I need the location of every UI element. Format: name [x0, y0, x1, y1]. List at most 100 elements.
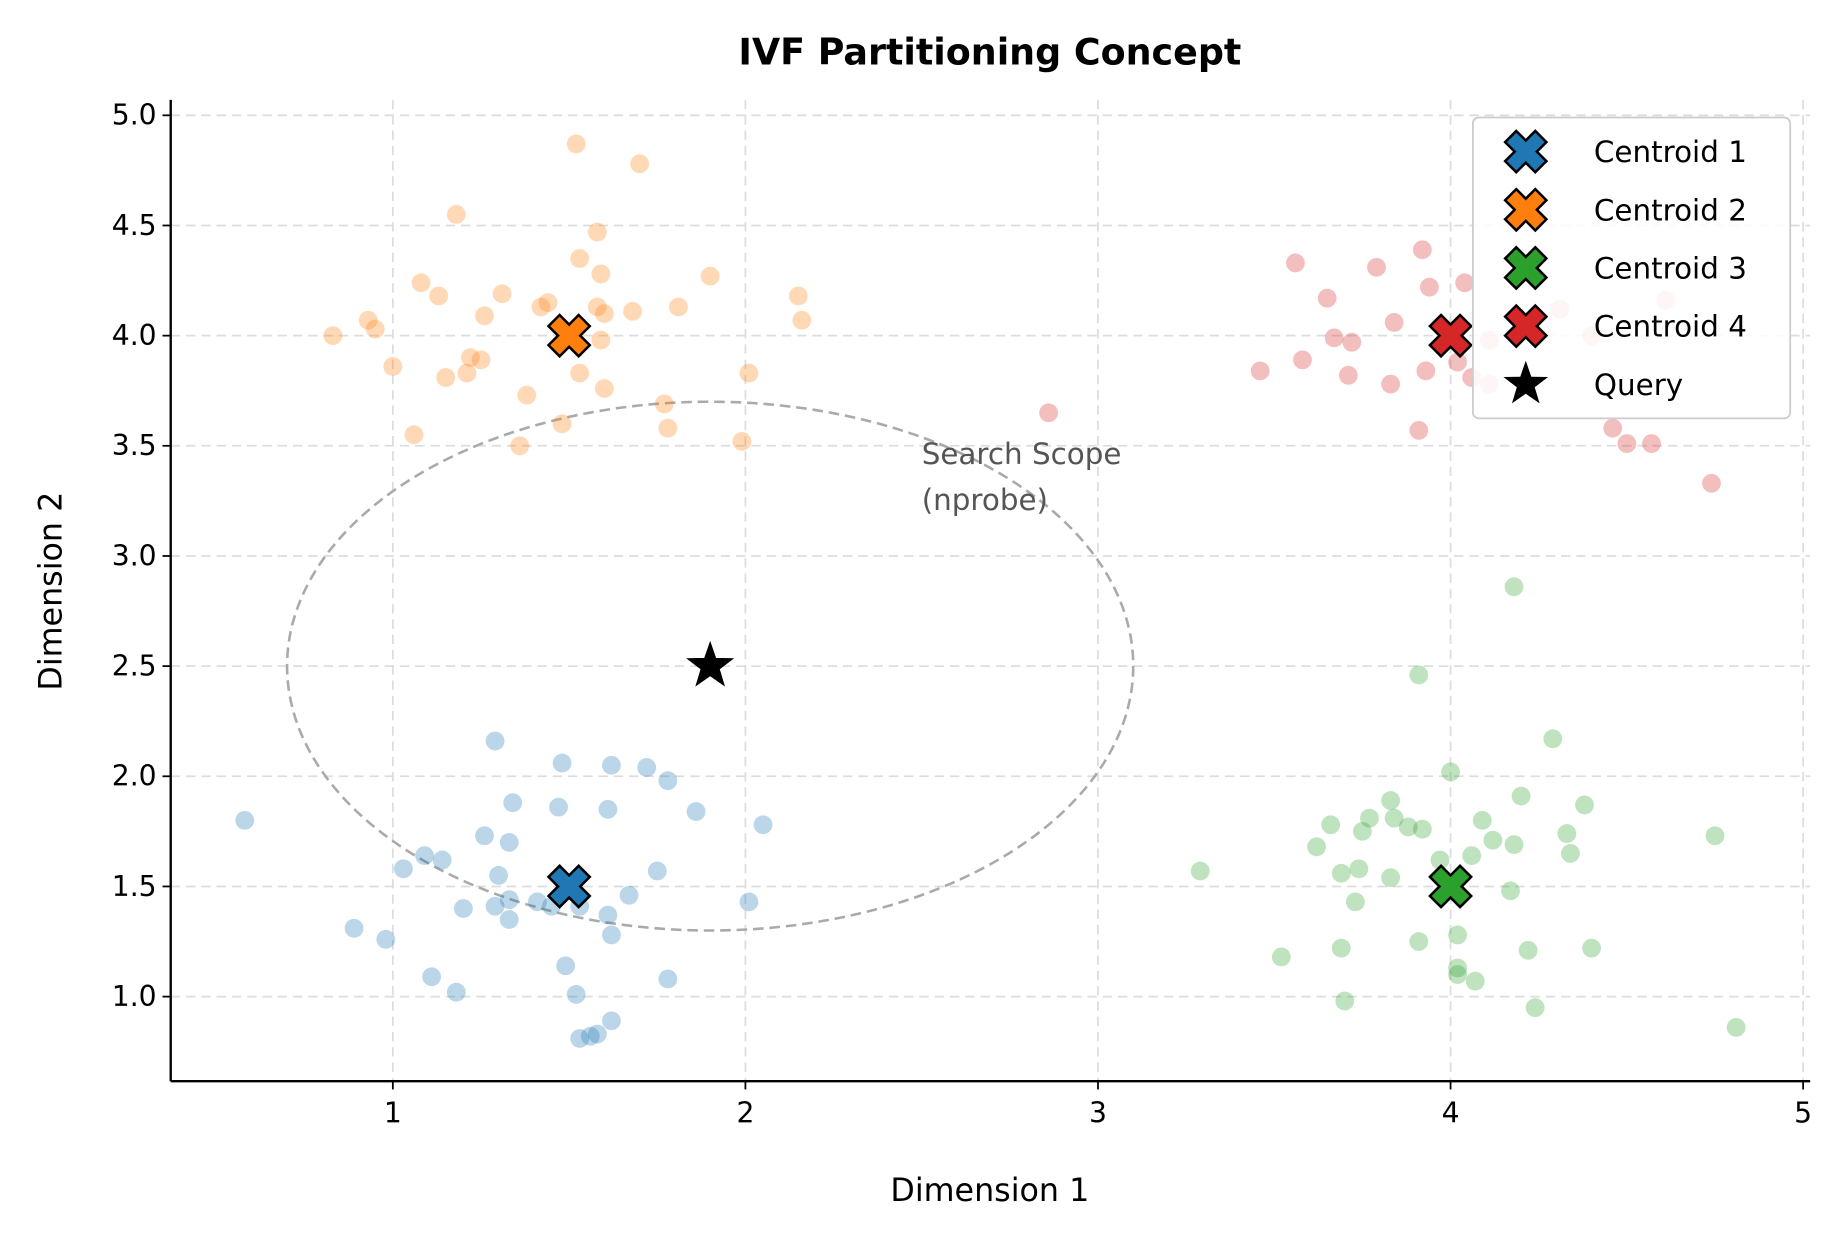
centroid-markers	[546, 313, 1473, 909]
legend-label: Centroid 4	[1594, 310, 1747, 344]
data-point	[753, 815, 773, 835]
y-tick-label: 5.0	[112, 99, 157, 132]
data-point	[630, 154, 650, 174]
data-point	[499, 832, 519, 852]
data-point	[485, 896, 505, 916]
data-point	[461, 348, 480, 368]
x-axis-label: Dimension 1	[890, 1173, 1089, 1209]
data-point	[700, 266, 720, 286]
data-point	[602, 755, 621, 775]
data-point	[1504, 577, 1524, 597]
data-point	[457, 363, 477, 383]
y-tick-label: 4.5	[112, 209, 157, 242]
data-point	[658, 969, 678, 989]
data-point	[1331, 938, 1351, 958]
data-point	[566, 134, 586, 154]
data-point	[739, 363, 759, 383]
data-point	[594, 304, 614, 324]
y-tick-label: 2.5	[112, 650, 157, 683]
data-point	[1293, 350, 1312, 370]
data-point	[1349, 859, 1369, 879]
data-point	[570, 249, 590, 268]
data-point	[1603, 418, 1623, 438]
legend-box	[1472, 116, 1792, 420]
data-point	[658, 418, 678, 438]
annotation-line1: Search Scope	[922, 437, 1122, 471]
legend-x-icon	[1503, 303, 1549, 349]
data-point	[475, 306, 494, 326]
data-point	[1367, 257, 1386, 277]
data-point	[1271, 947, 1291, 967]
data-point	[485, 731, 505, 751]
data-point	[415, 846, 434, 866]
data-point	[587, 1024, 607, 1044]
data-point	[570, 363, 590, 383]
data-point	[570, 1029, 590, 1048]
chart-title: IVF Partitioning Concept	[738, 31, 1241, 74]
y-tick-label: 4.0	[112, 319, 157, 352]
data-point	[1317, 288, 1337, 308]
data-point	[1338, 365, 1358, 385]
data-point	[1448, 965, 1468, 984]
x-tick-label: 4	[1442, 1096, 1460, 1129]
data-point	[394, 859, 413, 879]
data-point	[432, 850, 452, 870]
data-point	[792, 310, 812, 330]
centroid-marker	[1428, 864, 1473, 909]
data-point	[1501, 881, 1520, 901]
data-point	[1416, 361, 1436, 381]
data-point	[475, 826, 494, 846]
y-tick-label: 1.5	[112, 870, 157, 903]
data-point	[658, 771, 678, 791]
data-point	[1441, 762, 1460, 782]
data-point	[1465, 971, 1485, 991]
data-point	[580, 1026, 600, 1046]
data-point	[1412, 240, 1432, 260]
data-point	[1582, 938, 1601, 958]
data-point	[1039, 403, 1059, 423]
x-tick-label: 2	[736, 1096, 754, 1129]
data-point	[1250, 361, 1270, 381]
data-point	[1557, 824, 1577, 843]
data-point	[1409, 932, 1429, 951]
data-point	[1409, 665, 1429, 685]
data-point	[1409, 420, 1429, 440]
data-point	[344, 918, 364, 938]
legend-x-icon	[1503, 245, 1549, 291]
legend-star-icon	[1503, 360, 1549, 404]
data-point	[1381, 791, 1401, 810]
data-point	[527, 892, 547, 912]
x-tick-label: 3	[1089, 1096, 1107, 1129]
legend-label: Centroid 1	[1594, 135, 1747, 169]
data-point	[602, 1011, 621, 1031]
data-point	[1384, 313, 1404, 332]
data-point	[1448, 925, 1468, 945]
data-point	[1472, 810, 1492, 830]
data-point	[1331, 863, 1351, 883]
data-points	[235, 134, 1746, 1048]
data-point	[637, 758, 657, 777]
data-point	[1642, 434, 1661, 454]
data-point	[1381, 868, 1401, 888]
data-point	[1360, 808, 1379, 828]
data-point	[1575, 795, 1594, 815]
data-point	[552, 753, 572, 773]
data-point	[538, 293, 558, 312]
centroid-marker	[1428, 313, 1473, 359]
data-point	[739, 892, 759, 912]
x-tick-label: 5	[1794, 1096, 1812, 1129]
data-point	[492, 284, 512, 304]
data-point	[323, 326, 343, 346]
data-point	[1726, 1018, 1746, 1037]
data-point	[587, 297, 607, 317]
data-point	[1504, 835, 1524, 854]
data-point	[1483, 830, 1503, 850]
data-point	[1561, 844, 1580, 863]
query-star-marker	[686, 640, 735, 687]
data-point	[556, 956, 576, 976]
data-point	[503, 793, 523, 813]
data-point	[1345, 892, 1365, 912]
data-point	[1525, 998, 1545, 1018]
data-point	[446, 205, 466, 224]
data-point	[1321, 815, 1341, 835]
